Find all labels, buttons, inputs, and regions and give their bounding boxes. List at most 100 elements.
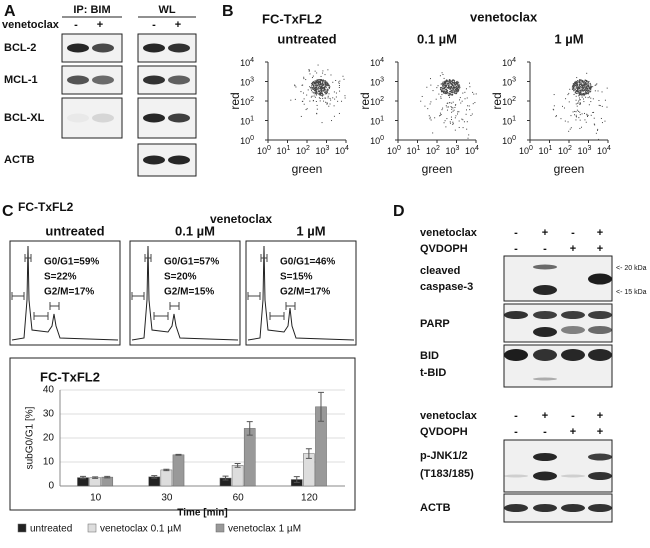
bar: [160, 469, 173, 487]
scatter-dot: [321, 92, 323, 94]
scatter-dot: [312, 84, 314, 86]
scatter-dot: [443, 83, 445, 85]
bar: [101, 476, 114, 487]
scatter-dot: [318, 86, 320, 88]
annotation: G2/M=15%: [164, 287, 214, 298]
scatter-dot: [314, 96, 316, 98]
scatter-dot: [575, 83, 577, 85]
scatter-dot: [457, 90, 459, 92]
scatter-dot: [338, 86, 340, 88]
scatter-dot: [316, 81, 318, 83]
scatter-dot: [575, 95, 577, 97]
scatter-dot: [437, 85, 439, 87]
scatter-dot: [455, 115, 457, 117]
scatter-dot: [457, 111, 459, 113]
scatter-dot: [445, 88, 447, 90]
scatter-dot: [585, 96, 587, 98]
scatter-dot: [312, 100, 314, 102]
scatter-dot: [584, 79, 586, 81]
scatter-dot: [585, 121, 587, 123]
scatter-dot: [581, 86, 583, 88]
scatter-dot: [579, 80, 581, 82]
scatter-dot: [450, 90, 452, 92]
scatter-dot: [320, 80, 322, 82]
scatter-dot: [321, 94, 323, 96]
scatter-dot: [468, 105, 470, 107]
scatter-dot: [316, 80, 318, 82]
scatter-dot: [322, 72, 324, 74]
scatter-dot: [574, 110, 576, 112]
scatter-dot: [320, 83, 322, 85]
scatter-dot: [314, 80, 316, 82]
scatter-dot: [572, 85, 574, 87]
scatter-dot: [579, 94, 581, 96]
scatter-dot: [323, 87, 325, 89]
scatter-dot: [320, 82, 322, 84]
scatter-dot: [318, 81, 320, 83]
scatter-dot: [311, 84, 313, 86]
blot-band: [561, 311, 585, 319]
base: 10: [502, 78, 512, 88]
protein-label: p-JNK1/2: [420, 450, 468, 462]
scatter-dot: [579, 90, 581, 92]
y-axis-label: red: [228, 92, 242, 109]
base: 10: [240, 97, 250, 107]
scatter-dot: [590, 87, 592, 89]
annotation: G0/G1=59%: [44, 257, 99, 268]
scatter-dot: [324, 83, 326, 85]
scatter-dot: [573, 94, 575, 96]
scatter-dot: [318, 93, 320, 95]
scatter-dot: [583, 94, 585, 96]
scatter-dot: [459, 85, 461, 87]
scatter-dot: [448, 81, 450, 83]
y-tick-label: 104: [240, 57, 254, 69]
scatter-dot: [319, 93, 321, 95]
scatter-dot: [325, 97, 327, 99]
blot-band: [533, 453, 557, 461]
scatter-dot: [449, 91, 451, 93]
exponent: 4: [345, 145, 349, 152]
scatter-dot: [587, 90, 589, 92]
scatter-dot: [453, 84, 455, 86]
scatter-dot: [313, 83, 315, 85]
frame: [503, 439, 613, 493]
protein-label: ACTB: [420, 502, 451, 514]
blot-band: [533, 285, 557, 295]
scatter-dot: [443, 88, 445, 90]
scatter-dot: [320, 83, 322, 85]
scatter-dot: [317, 82, 319, 84]
scatter-dot: [458, 86, 460, 88]
scatter-dot: [588, 83, 590, 85]
scatter-dot: [426, 86, 428, 88]
scatter-dot: [315, 90, 317, 92]
scatter-dot: [448, 86, 450, 88]
scatter-dot: [323, 94, 325, 96]
scatter-dot: [454, 129, 456, 131]
scatter-dot: [458, 111, 460, 113]
scatter-dot: [470, 114, 472, 116]
base: 10: [240, 136, 250, 146]
scatter-dot: [449, 122, 451, 124]
scatter-dot: [579, 102, 581, 104]
exponent: 4: [380, 57, 384, 64]
scatter-dot: [443, 81, 445, 83]
scatter-dot: [601, 122, 603, 124]
scatter-dot: [319, 86, 321, 88]
scatter-dot: [450, 82, 452, 84]
base: 10: [426, 146, 436, 156]
scatter-dot: [444, 81, 446, 83]
scatter-dot: [448, 80, 450, 82]
scatter-dot: [424, 105, 426, 107]
scatter-dot: [590, 87, 592, 89]
scatter-dot: [321, 122, 323, 124]
scatter-dot: [319, 79, 321, 81]
scatter-dot: [458, 82, 460, 84]
scatter-dot: [580, 93, 582, 95]
scatter-dot: [585, 83, 587, 85]
scatter-dot: [453, 92, 455, 94]
scatter-dot: [446, 91, 448, 93]
base: 10: [240, 58, 250, 68]
blot-band: [504, 504, 528, 512]
base: 10: [387, 146, 397, 156]
scatter-dot: [594, 124, 596, 126]
